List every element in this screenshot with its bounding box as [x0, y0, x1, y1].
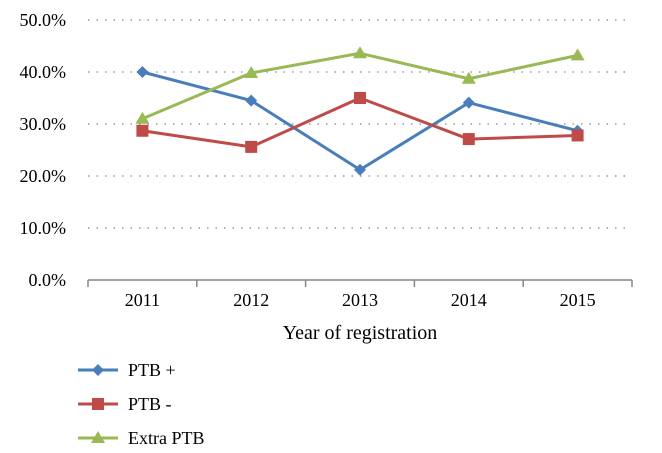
legend-label: Extra PTB	[128, 428, 205, 448]
data-point-triangle	[244, 66, 259, 79]
data-point-square	[462, 133, 475, 146]
data-point-diamond	[136, 66, 149, 78]
legend: PTB + PTB - Extra PTB	[78, 360, 205, 448]
data-point-triangle	[353, 46, 367, 59]
data-point-triangle	[461, 71, 476, 84]
x-tick-label: 2013	[342, 290, 378, 310]
data-point-square	[136, 124, 149, 137]
legend-label: PTB +	[128, 360, 176, 380]
x-tick-label: 2015	[560, 290, 596, 310]
y-tick-label: 0.0%	[29, 270, 67, 290]
data-point-triangle	[91, 431, 105, 443]
data-point-square	[354, 92, 366, 104]
series-3	[135, 46, 585, 124]
x-axis-title: Year of registration	[283, 322, 438, 344]
data-point-diamond	[462, 96, 475, 109]
data-point-square	[245, 140, 258, 153]
y-tick-label: 50.0%	[20, 10, 67, 30]
y-tick-label: 20.0%	[20, 166, 67, 186]
legend-item: Extra PTB	[78, 428, 205, 448]
y-tick-label: 10.0%	[20, 218, 67, 238]
y-tick-label: 40.0%	[20, 62, 67, 82]
data-point-diamond	[245, 94, 258, 107]
x-axis-ticks: 2011 2012 2013 2014 2015	[87, 280, 633, 310]
legend-item: PTB -	[78, 394, 172, 414]
series-line	[141, 51, 578, 121]
legend-label: PTB -	[128, 394, 172, 414]
data-point-square	[571, 129, 584, 142]
y-axis-ticks: 0.0% 10.0% 20.0% 30.0% 40.0% 50.0%	[20, 10, 67, 290]
x-tick-label: 2014	[451, 290, 487, 310]
series-1	[136, 66, 584, 176]
series-line	[142, 70, 578, 172]
data-point-triangle	[135, 111, 150, 124]
data-point-diamond	[354, 163, 366, 176]
x-tick-label: 2012	[233, 290, 269, 310]
series-2	[136, 92, 584, 153]
x-tick-label: 2011	[125, 290, 160, 310]
legend-item: PTB +	[78, 360, 176, 380]
y-tick-label: 30.0%	[20, 114, 67, 134]
data-point-square	[92, 398, 104, 410]
series-line	[142, 96, 578, 149]
data-point-triangle	[570, 48, 585, 61]
gridlines	[88, 19, 632, 229]
data-point-diamond	[92, 364, 104, 376]
series-group	[135, 46, 585, 176]
